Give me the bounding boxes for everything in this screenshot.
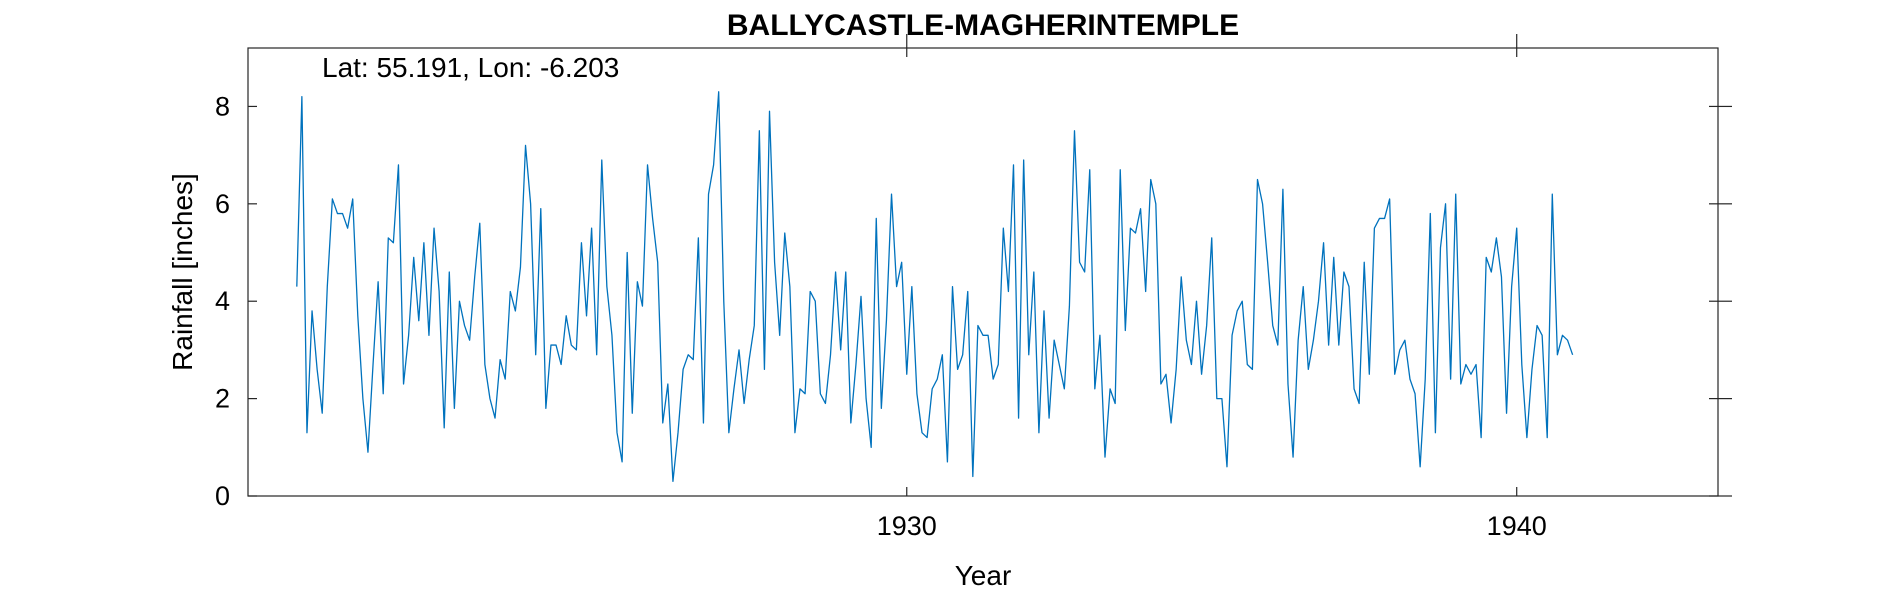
x-tick-label: 1930 [877,511,937,541]
chart-title: BALLYCASTLE-MAGHERINTEMPLE [727,9,1239,42]
y-tick-label: 2 [215,384,230,414]
axes [247,47,1719,497]
tick-marks [248,34,1732,497]
series-line-rainfall [296,91,1574,483]
axes-box [247,47,1719,497]
plot-background [248,48,1718,496]
y-axis-label: Rainfall [inches] [167,173,198,371]
y-tick-label: 4 [215,286,230,316]
x-axis-label: Year [955,560,1012,591]
tick-labels: 0 2 4 6 8 1930 1940 [215,91,1547,541]
y-tick-label: 6 [215,189,230,219]
x-tick-label: 1940 [1487,511,1547,541]
y-tick-label: 0 [215,481,230,511]
location-annotation: Lat: 55.191, Lon: -6.203 [322,52,619,83]
y-tick-label: 8 [215,91,230,121]
